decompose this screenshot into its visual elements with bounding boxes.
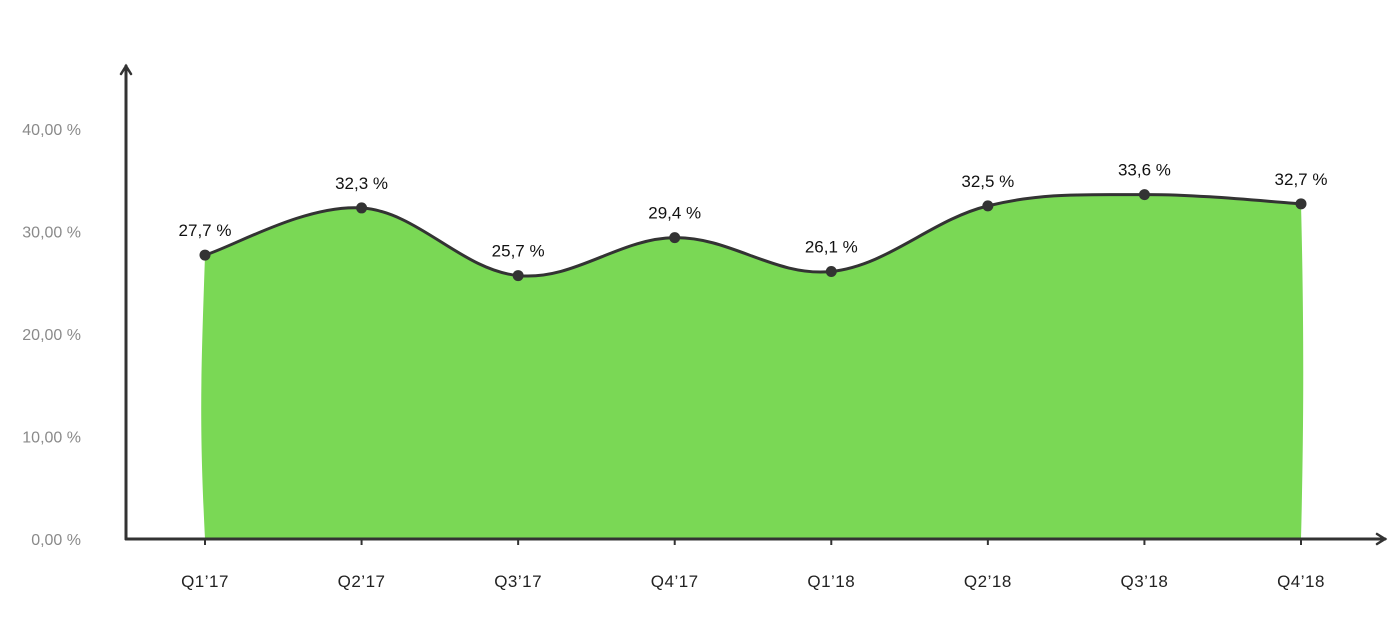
x-tick-label: Q4’17: [651, 572, 699, 591]
y-tick-label: 30,00 %: [22, 225, 81, 242]
y-tick-label: 10,00 %: [22, 430, 81, 447]
data-point: [825, 265, 837, 277]
y-axis-tick-labels: 0,00 % 10,00 % 20,00 % 30,00 % 40,00 %: [22, 122, 81, 549]
data-label: 32,5 %: [961, 172, 1014, 191]
y-tick-label: 0,00 %: [31, 532, 81, 549]
x-tick-label: Q1’18: [807, 572, 855, 591]
y-tick-label: 20,00 %: [22, 327, 81, 344]
data-label: 25,7 %: [492, 242, 545, 261]
x-tick-label: Q1’17: [181, 572, 229, 591]
data-point: [356, 202, 368, 214]
axes: [119, 63, 1388, 546]
data-point: [982, 200, 994, 212]
x-tick-label: Q2’17: [338, 572, 386, 591]
area-fill-layer: [201, 194, 1304, 540]
x-tick-label: Q2’18: [964, 572, 1012, 591]
data-label: 32,7 %: [1275, 170, 1328, 189]
x-tick-label: Q3’18: [1120, 572, 1168, 591]
area-fill: [201, 194, 1304, 540]
data-labels: 27,7 % 32,3 % 25,7 % 29,4 % 26,1 % 32,5 % 33,6…: [179, 161, 1328, 261]
data-label: 26,1 %: [805, 237, 858, 256]
data-point: [199, 249, 211, 261]
x-axis-tick-labels: Q1’17 Q2’17 Q3’17 Q4’17 Q1’18 Q2’18 Q3’18 Q4’18: [181, 572, 1325, 591]
data-points: [199, 189, 1307, 282]
x-axis-arrow: [1375, 532, 1388, 546]
series-line-layer: [204, 193, 1302, 278]
data-point: [669, 232, 681, 244]
data-point: [512, 270, 524, 282]
x-tick-label: Q4’18: [1277, 572, 1325, 591]
data-label: 32,3 %: [335, 174, 388, 193]
series-line: [204, 193, 1302, 278]
data-label: 29,4 %: [648, 204, 701, 223]
data-point: [1295, 198, 1307, 210]
data-point: [1138, 189, 1150, 201]
x-tick-label: Q3’17: [494, 572, 542, 591]
y-tick-label: 40,00 %: [22, 122, 81, 139]
y-axis-arrow: [119, 63, 133, 76]
data-label: 33,6 %: [1118, 161, 1171, 180]
data-label: 27,7 %: [179, 221, 232, 240]
